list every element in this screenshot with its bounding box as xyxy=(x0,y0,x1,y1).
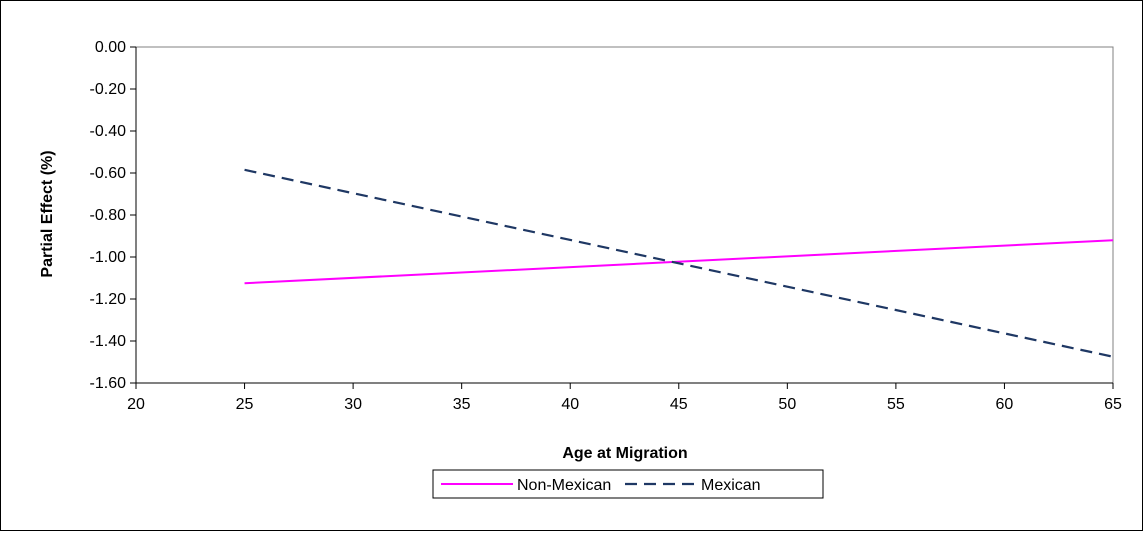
x-tick-label: 20 xyxy=(127,396,145,413)
legend: Non-Mexican Mexican xyxy=(432,469,824,499)
y-tick-label: -1.00 xyxy=(90,249,127,266)
x-tick-label: 30 xyxy=(344,396,362,413)
x-tick-label: 55 xyxy=(887,396,905,413)
y-tick-label: -0.80 xyxy=(90,207,127,224)
plot-frame xyxy=(135,46,1114,384)
y-tick-label: -0.40 xyxy=(90,123,127,140)
legend-entry-label: Mexican xyxy=(701,477,761,494)
y-tick-label: -0.20 xyxy=(90,81,127,98)
x-tick-label: 35 xyxy=(453,396,471,413)
y-axis-label: Partial Effect (%) xyxy=(39,150,56,277)
x-axis-label: Age at Migration xyxy=(562,445,687,462)
series-line-mexican xyxy=(244,168,1114,358)
y-tick-label: -1.40 xyxy=(90,333,127,350)
x-tick-label: 60 xyxy=(996,396,1014,413)
plot-area: 0.00 -0.20 -0.40 -0.60 -0.80 -1.00 -1.20 -1.40 -… xyxy=(90,39,1122,413)
x-tick-label: 40 xyxy=(561,396,579,413)
y-tick-label: -0.60 xyxy=(90,165,127,182)
legend-entry-label: Non-Mexican xyxy=(517,477,611,494)
y-tick-label: 0.00 xyxy=(95,39,126,56)
x-tick-label: 50 xyxy=(778,396,796,413)
y-tick-label: -1.60 xyxy=(90,375,127,392)
x-tick-label: 65 xyxy=(1104,396,1122,413)
y-tick-label: -1.20 xyxy=(90,291,127,308)
series-line-non-mexican xyxy=(244,239,1114,285)
x-tick-label: 45 xyxy=(670,396,688,413)
x-tick-label: 25 xyxy=(236,396,254,413)
